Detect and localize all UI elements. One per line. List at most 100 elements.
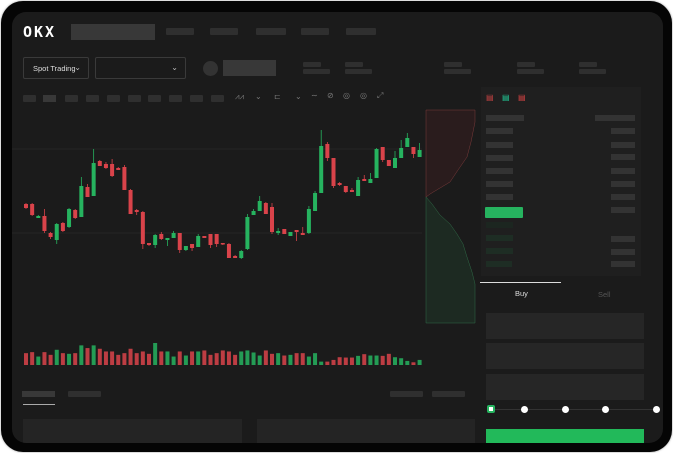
pair-dropdown[interactable]: ⌄: [95, 57, 186, 79]
indicator-icon[interactable]: ⩘⩘: [235, 92, 245, 101]
amount-slider-track[interactable]: [490, 409, 658, 410]
candle-body: [386, 160, 391, 166]
chevron-down-icon: ⌄: [171, 63, 178, 72]
volume-bar: [97, 348, 102, 365]
candle: [331, 158, 336, 188]
interval-button[interactable]: [148, 95, 161, 102]
candle: [319, 130, 324, 193]
chart-type-icon[interactable]: ⌄: [255, 92, 262, 101]
slider-step[interactable]: [602, 406, 609, 413]
volume-bar: [349, 357, 354, 365]
volume-bar: [411, 362, 416, 365]
tab-open-orders[interactable]: [22, 391, 55, 397]
price-input[interactable]: [486, 313, 644, 339]
coin-icon: [203, 61, 218, 76]
volume-bar: [233, 354, 238, 365]
filter-button[interactable]: [432, 391, 465, 397]
volume-bar: [103, 351, 108, 365]
candle-body: [263, 203, 268, 214]
interval-button[interactable]: [23, 95, 36, 102]
chevron-down-icon[interactable]: ⌄: [295, 92, 302, 101]
asks-only-icon[interactable]: ▤: [518, 93, 526, 102]
candle-body: [417, 150, 422, 157]
candle-body: [349, 190, 354, 192]
candle-body: [393, 158, 397, 168]
volume-bar: [300, 353, 305, 365]
total-input[interactable]: [486, 374, 644, 400]
buy-button[interactable]: [486, 429, 644, 443]
volume-bar: [183, 355, 188, 365]
candle-body: [177, 233, 182, 250]
candle: [24, 203, 28, 209]
slider-step[interactable]: [562, 406, 569, 413]
candle-body: [306, 209, 311, 233]
candle-body: [380, 147, 385, 160]
settings-icon[interactable]: ⊏: [274, 92, 281, 101]
interval-button[interactable]: [190, 95, 203, 102]
volume-bar: [122, 353, 127, 365]
target-icon[interactable]: ◎: [360, 91, 367, 100]
candle: [128, 189, 133, 214]
interval-button[interactable]: [211, 95, 224, 102]
slider-handle[interactable]: [487, 405, 495, 413]
candle: [97, 160, 102, 166]
slider-step[interactable]: [521, 406, 528, 413]
market-type-dropdown[interactable]: Spot Trading ⌄: [23, 57, 89, 79]
volume-bar: [153, 343, 158, 365]
candle-body: [239, 251, 244, 258]
both-sides-icon[interactable]: ▤: [486, 93, 494, 102]
nav-item[interactable]: [210, 28, 238, 35]
ruler-icon[interactable]: ⊘: [327, 91, 334, 100]
candle: [85, 184, 90, 197]
candle: [362, 175, 367, 181]
camera-icon[interactable]: ◎: [343, 91, 350, 100]
interval-button[interactable]: [128, 95, 141, 102]
candle: [116, 167, 121, 170]
amount-input[interactable]: [486, 343, 644, 369]
candle: [417, 143, 422, 157]
bids-only-icon[interactable]: ▤: [502, 93, 510, 102]
interval-button[interactable]: [86, 95, 99, 102]
interval-button[interactable]: [169, 95, 182, 102]
candle-body: [196, 236, 201, 247]
candle-body: [411, 147, 416, 154]
candle-body: [134, 210, 139, 212]
volume-bar: [405, 360, 410, 365]
candle-body: [374, 149, 379, 178]
candle: [153, 234, 158, 248]
candle-body: [319, 146, 324, 193]
candle: [294, 230, 299, 241]
candle-body: [294, 230, 299, 232]
volume-bar: [226, 351, 231, 365]
nav-item[interactable]: [166, 28, 194, 35]
fullscreen-icon[interactable]: ⤢: [377, 91, 384, 100]
candle: [399, 140, 404, 158]
interval-button[interactable]: [107, 95, 120, 102]
candle: [91, 149, 96, 196]
candle-body: [153, 235, 158, 245]
nav-item[interactable]: [346, 28, 376, 35]
candle: [226, 243, 231, 258]
volume-bar: [399, 358, 404, 365]
depth-chart: [425, 109, 476, 324]
filter-button[interactable]: [390, 391, 423, 397]
search-bar[interactable]: [71, 24, 155, 40]
last-price-badge: [485, 207, 523, 218]
volume-bar: [79, 345, 84, 365]
candle: [183, 246, 188, 251]
candle-body: [368, 179, 373, 183]
volume-bar: [313, 353, 318, 365]
nav-item[interactable]: [301, 28, 329, 35]
tab-order-history[interactable]: [68, 391, 101, 397]
interval-button[interactable]: [65, 95, 78, 102]
candle: [313, 191, 318, 211]
nav-item[interactable]: [256, 28, 286, 35]
tab-buy[interactable]: Buy: [515, 289, 528, 298]
candle-body: [343, 186, 348, 192]
slider-step[interactable]: [653, 406, 660, 413]
interval-button[interactable]: [43, 95, 56, 102]
okx-logo[interactable]: OKX: [23, 23, 57, 41]
tab-sell[interactable]: Sell: [598, 290, 611, 299]
candlestick-chart[interactable]: [12, 12, 663, 443]
line-tool-icon[interactable]: ∼: [311, 91, 318, 100]
